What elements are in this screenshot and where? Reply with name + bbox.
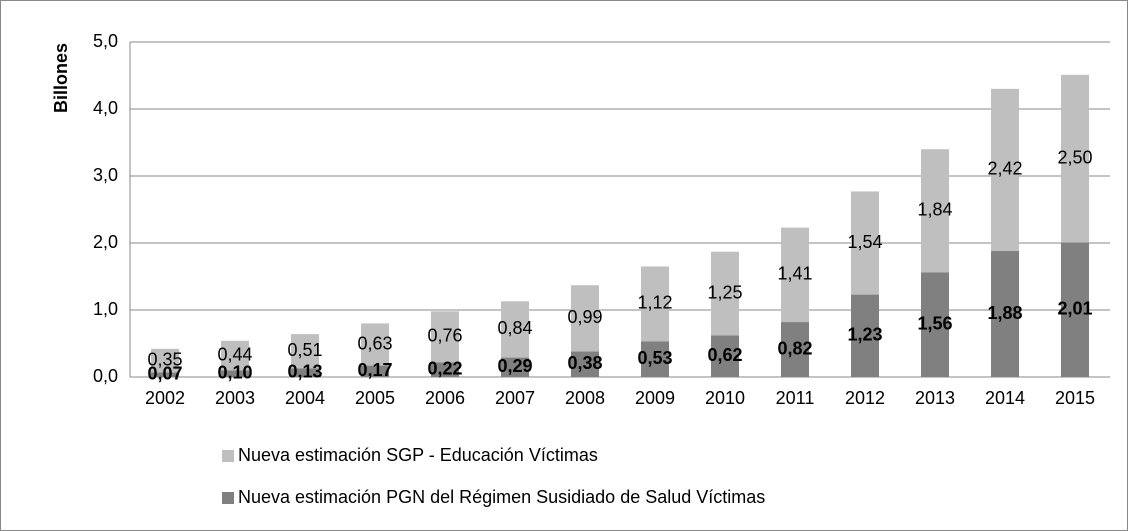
y-tick-label: 0,0 [93, 366, 118, 386]
x-tick-label: 2002 [145, 388, 185, 408]
x-tick-label: 2015 [1055, 388, 1095, 408]
data-label: 1,84 [917, 200, 952, 220]
legend-label: Nueva estimación SGP - Educación Víctima… [238, 445, 598, 465]
data-label: 1,23 [847, 325, 882, 345]
x-tick-label: 2004 [285, 388, 325, 408]
bar-segment [1061, 74, 1089, 243]
bar-segment [991, 251, 1019, 377]
bar-segment [711, 251, 739, 336]
legend-label: Nueva estimación PGN del Régimen Susidia… [238, 487, 765, 507]
bar-segment [361, 323, 389, 366]
x-tick-label: 2013 [915, 388, 955, 408]
data-label: 2,42 [987, 159, 1022, 179]
data-label: 0,13 [287, 361, 322, 381]
bar-segment [781, 227, 809, 323]
y-tick-label: 2,0 [93, 232, 118, 252]
data-label: 1,56 [917, 313, 952, 333]
x-tick-label: 2006 [425, 388, 465, 408]
bar-segment [851, 294, 879, 377]
data-label: 0,62 [707, 345, 742, 365]
data-label: 0,82 [777, 338, 812, 358]
data-label: 0,84 [497, 318, 532, 338]
bar-segment [501, 301, 529, 358]
data-label: 1,25 [707, 282, 742, 302]
bar-segment [851, 191, 879, 295]
data-label: 0,44 [217, 344, 252, 364]
bar-segment [571, 351, 599, 377]
bar-segment [221, 340, 249, 371]
data-label: 1,41 [777, 264, 812, 284]
legend-swatch [222, 492, 234, 504]
bar-segment [711, 335, 739, 377]
x-tick-label: 2012 [845, 388, 885, 408]
data-label: 0,53 [637, 348, 672, 368]
data-label: 2,01 [1057, 298, 1092, 318]
data-label: 0,63 [357, 333, 392, 353]
y-tick-label: 3,0 [93, 165, 118, 185]
bar-segment [291, 368, 319, 377]
y-tick-label: 1,0 [93, 299, 118, 319]
bar-segment [571, 285, 599, 352]
y-tick-label: 4,0 [93, 98, 118, 118]
data-label: 2,50 [1057, 147, 1092, 167]
bar-segment [641, 341, 669, 377]
data-label: 1,88 [987, 303, 1022, 323]
data-label: 0,99 [567, 307, 602, 327]
bar-segment [361, 365, 389, 377]
bar-segment [291, 334, 319, 369]
data-label: 0,22 [427, 358, 462, 378]
bar-segment [501, 357, 529, 377]
data-label: 1,54 [847, 232, 882, 252]
bar-segment [921, 272, 949, 377]
bar-segment [151, 348, 179, 373]
data-label: 0,76 [427, 326, 462, 346]
bar-segment [641, 266, 669, 342]
bar-segment [431, 362, 459, 377]
y-axis-title: Billones [51, 43, 71, 113]
x-tick-label: 2008 [565, 388, 605, 408]
x-tick-label: 2005 [355, 388, 395, 408]
x-tick-label: 2007 [495, 388, 535, 408]
x-tick-label: 2003 [215, 388, 255, 408]
data-label: 0,51 [287, 340, 322, 360]
bar-segment [781, 322, 809, 377]
x-tick-label: 2011 [776, 388, 815, 408]
data-label: 0,38 [567, 353, 602, 373]
x-tick-label: 2009 [635, 388, 675, 408]
bar-segment [1061, 242, 1089, 377]
bar-segment [431, 311, 459, 363]
bar-segment [921, 149, 949, 273]
bar-segment [991, 88, 1019, 252]
data-label: 0,17 [357, 360, 392, 380]
x-tick-label: 2014 [985, 388, 1025, 408]
data-label: 1,12 [637, 293, 672, 313]
data-label: 0,07 [147, 363, 182, 383]
bar-segment [151, 372, 179, 377]
x-tick-label: 2010 [705, 388, 745, 408]
data-label: 0,29 [497, 356, 532, 376]
data-label: 0,10 [217, 362, 252, 382]
data-label: 0,35 [147, 349, 182, 369]
bar-segment [221, 370, 249, 377]
legend-swatch [222, 450, 234, 462]
y-tick-label: 5,0 [93, 31, 118, 51]
